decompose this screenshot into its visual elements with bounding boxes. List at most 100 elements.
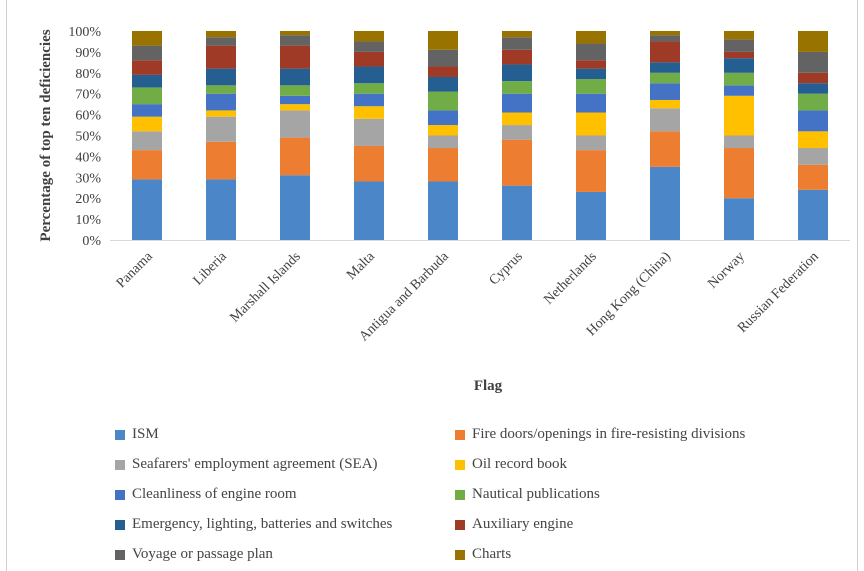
bar-segment-seafarers-employment-agreement-sea (428, 135, 458, 149)
legend-item-seafarers-employment-agreement-sea: Seafarers' employment agreement (SEA) (115, 454, 455, 475)
bar-segment-fire-doors-openings-in-fire-resisting-divisions (354, 145, 384, 182)
bar-segment-emergency-lighting-batteries-and-switches (206, 68, 236, 86)
bar-segment-oil-record-book (650, 99, 680, 109)
bar-segment-charts (798, 31, 828, 52)
y-tick-label: 30% (75, 171, 101, 186)
y-tick-label: 90% (75, 46, 101, 61)
bar-segment-voyage-or-passage-plan (132, 45, 162, 61)
bar-segment-emergency-lighting-batteries-and-switches (502, 64, 532, 82)
x-tick-label: Malta (344, 249, 378, 283)
legend-label: Charts (472, 546, 512, 562)
bar-segment-auxiliary-engine (132, 60, 162, 75)
legend-swatch (115, 429, 125, 440)
bar-segment-auxiliary-engine (206, 45, 236, 69)
legend-label: Auxiliary engine (472, 516, 574, 532)
bar-segment-emergency-lighting-batteries-and-switches (724, 58, 754, 73)
x-tick-label: Hong Kong (China) (584, 249, 674, 339)
legend-swatch (455, 489, 465, 500)
bar-segment-emergency-lighting-batteries-and-switches (798, 83, 828, 94)
bar-segment-voyage-or-passage-plan (724, 39, 754, 52)
legend-item-nautical-publications: Nautical publications (455, 484, 835, 505)
x-tick-label: Netherlands (541, 249, 599, 307)
bar-segment-cleanliness-of-engine-room (280, 95, 310, 105)
bar-segment-nautical-publications (798, 93, 828, 111)
bar-segment-oil-record-book (354, 106, 384, 119)
y-axis-title: Percentage of top ten deficiencies (38, 29, 54, 241)
bar-segment-ism (724, 198, 754, 240)
x-tick-label: Norway (705, 249, 748, 292)
y-tick-label: 80% (75, 67, 101, 82)
legend-swatch (115, 549, 125, 560)
bar-segment-seafarers-employment-agreement-sea (280, 110, 310, 138)
bar-segment-ism (206, 179, 236, 240)
legend-item-oil-record-book: Oil record book (455, 454, 835, 475)
bar-segment-fire-doors-openings-in-fire-resisting-divisions (428, 148, 458, 182)
y-tick-label: 60% (75, 109, 101, 124)
bar-segment-nautical-publications (206, 85, 236, 94)
bar-segment-nautical-publications (650, 72, 680, 84)
bar-segment-charts (354, 31, 384, 42)
legend-item-cleanliness-of-engine-room: Cleanliness of engine room (115, 484, 455, 505)
bar-segment-nautical-publications (428, 91, 458, 111)
legend-item-charts: Charts (455, 544, 835, 565)
bar-segment-ism (576, 191, 606, 240)
y-tick-label: 100% (68, 25, 101, 40)
bar-segment-fire-doors-openings-in-fire-resisting-divisions (280, 137, 310, 176)
bar-segment-emergency-lighting-batteries-and-switches (650, 62, 680, 73)
legend-label: ISM (132, 426, 159, 442)
bar-segment-seafarers-employment-agreement-sea (724, 135, 754, 149)
bar-segment-cleanliness-of-engine-room (724, 85, 754, 96)
x-tick-label: Cyprus (487, 249, 526, 288)
y-tick-label: 10% (75, 213, 101, 228)
bar-segment-emergency-lighting-batteries-and-switches (354, 66, 384, 84)
legend-swatch (455, 459, 465, 470)
bar-segment-nautical-publications (724, 72, 754, 86)
bar-segment-oil-record-book (428, 125, 458, 136)
chart-plot: 0% 10% 20% 30% 40% 50% 60% 70% 80% 90% 100% Panama… (38, 25, 850, 394)
y-axis-ticks: 0% 10% 20% 30% 40% 50% 60% 70% 80% 90% 100% (68, 25, 101, 249)
legend-item-fire-doors-openings-in-fire-resisting-divisions: Fire doors/openings in fire-resisting di… (455, 424, 835, 445)
legend-item-auxiliary-engine: Auxiliary engine (455, 514, 835, 535)
bar-segment-charts (724, 31, 754, 40)
bar-segment-charts (576, 31, 606, 44)
bar-segment-voyage-or-passage-plan (354, 41, 384, 52)
legend-swatch (455, 519, 465, 530)
bar-segment-ism (798, 189, 828, 240)
bar-segment-auxiliary-engine (724, 51, 754, 59)
bar-segment-auxiliary-engine (798, 72, 828, 84)
bar-segment-ism (502, 185, 532, 240)
bar-segment-cleanliness-of-engine-room (502, 93, 532, 113)
bar-segment-seafarers-employment-agreement-sea (650, 108, 680, 132)
bar-segment-oil-record-book (280, 104, 310, 111)
bar-segment-charts (650, 31, 680, 36)
bar-segment-voyage-or-passage-plan (502, 37, 532, 50)
bar-segment-seafarers-employment-agreement-sea (354, 118, 384, 146)
y-tick-label: 40% (75, 150, 101, 165)
bar-segment-auxiliary-engine (502, 49, 532, 65)
legend-label: Voyage or passage plan (132, 546, 273, 562)
bar-segment-seafarers-employment-agreement-sea (576, 135, 606, 151)
y-tick-label: 0% (82, 234, 101, 249)
bar-segment-auxiliary-engine (576, 60, 606, 69)
bar-segment-oil-record-book (502, 112, 532, 126)
bar-segment-emergency-lighting-batteries-and-switches (132, 74, 162, 88)
bar-segment-voyage-or-passage-plan (650, 35, 680, 42)
bar-segment-voyage-or-passage-plan (576, 43, 606, 61)
bar-segment-nautical-publications (280, 85, 310, 96)
bar-segment-emergency-lighting-batteries-and-switches (280, 68, 310, 86)
legend-item-emergency-lighting-batteries-and-switches: Emergency, lighting, batteries and switc… (115, 514, 455, 535)
legend-label: Cleanliness of engine room (132, 486, 297, 502)
legend-label: Fire doors/openings in fire-resisting di… (472, 426, 746, 442)
bar-segment-ism (650, 166, 680, 240)
bar-segment-charts (502, 31, 532, 38)
bar-segment-ism (428, 181, 458, 240)
bar-segment-seafarers-employment-agreement-sea (502, 125, 532, 140)
y-tick-label: 50% (75, 130, 101, 145)
bar-segment-auxiliary-engine (280, 45, 310, 69)
bar-segment-cleanliness-of-engine-room (354, 93, 384, 107)
bar-segment-seafarers-employment-agreement-sea (206, 116, 236, 142)
bar-segment-ism (354, 181, 384, 240)
bar-segment-fire-doors-openings-in-fire-resisting-divisions (724, 148, 754, 199)
bar-segment-oil-record-book (132, 116, 162, 132)
